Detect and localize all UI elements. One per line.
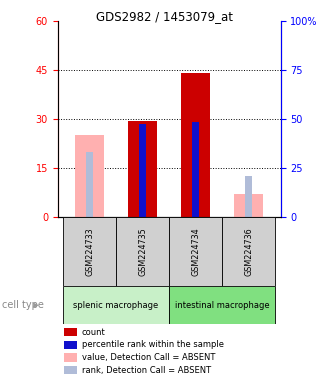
Text: GSM224736: GSM224736 [244, 227, 253, 276]
Bar [64, 353, 77, 362]
Text: rank, Detection Call = ABSENT: rank, Detection Call = ABSENT [82, 366, 211, 375]
Bar [169, 286, 275, 324]
Bar [246, 176, 252, 217]
Bar [181, 73, 210, 217]
Bar [63, 217, 116, 286]
Bar [116, 217, 169, 286]
Bar [64, 366, 77, 374]
Bar [64, 328, 77, 336]
Bar [63, 286, 169, 324]
Text: count: count [82, 328, 106, 337]
Text: percentile rank within the sample: percentile rank within the sample [82, 340, 224, 349]
Bar [222, 217, 275, 286]
Bar [75, 136, 104, 217]
Text: GSM224734: GSM224734 [191, 227, 200, 276]
Bar [86, 152, 93, 217]
Text: value, Detection Call = ABSENT: value, Detection Call = ABSENT [82, 353, 215, 362]
Text: GDS2982 / 1453079_at: GDS2982 / 1453079_at [96, 10, 234, 23]
Text: intestinal macrophage: intestinal macrophage [175, 301, 270, 310]
Bar [128, 121, 157, 217]
Text: splenic macrophage: splenic macrophage [74, 301, 159, 310]
Bar [192, 122, 199, 217]
Bar [234, 194, 263, 217]
Bar [64, 341, 77, 349]
Text: GSM224735: GSM224735 [138, 227, 147, 276]
Text: GSM224733: GSM224733 [85, 227, 94, 276]
Bar [140, 124, 146, 217]
Text: cell type: cell type [2, 300, 44, 310]
Bar [169, 217, 222, 286]
